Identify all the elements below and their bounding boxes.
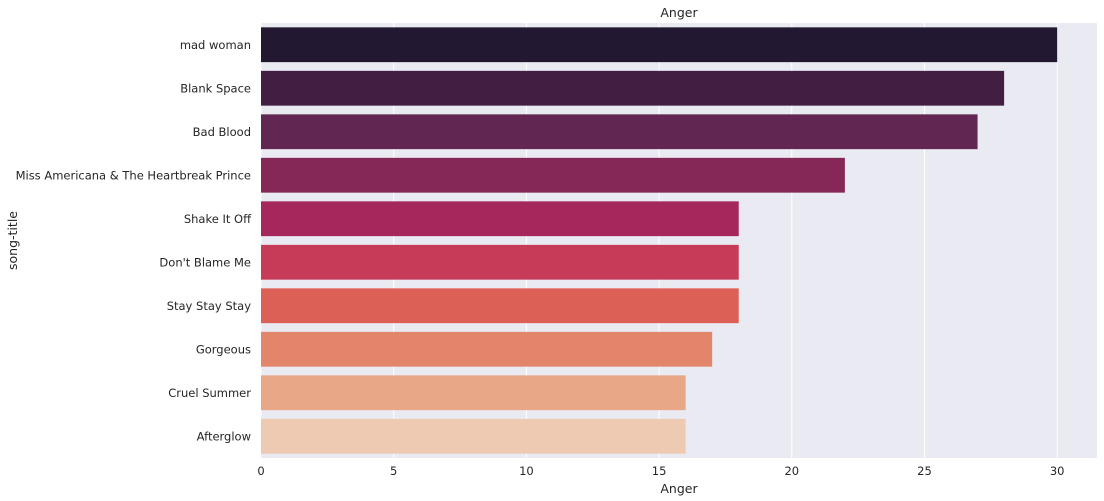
y-tick-label: Gorgeous: [196, 342, 251, 356]
bar: [261, 418, 686, 454]
y-tick-label: Don't Blame Me: [159, 255, 251, 269]
y-tick-label: Shake It Off: [184, 212, 252, 226]
y-tick-labels: mad woman Blank Space Bad Blood Miss Americ…: [16, 38, 252, 444]
y-axis-label: song-title: [5, 211, 20, 270]
x-tick-label: 0: [257, 464, 264, 478]
y-tick-label: Blank Space: [180, 81, 251, 95]
bar: [261, 201, 739, 237]
y-tick-label: Bad Blood: [193, 125, 251, 139]
bar: [261, 157, 845, 193]
x-tick-label: 5: [390, 464, 397, 478]
x-tick-label: 20: [784, 464, 799, 478]
x-tick-labels: 0 5 10 15 20 25 30: [257, 464, 1064, 478]
bar: [261, 27, 1058, 63]
bar: [261, 70, 1005, 106]
x-axis-label: Anger: [660, 481, 698, 496]
bars: [261, 27, 1058, 454]
bar: [261, 375, 686, 411]
bar: [261, 244, 739, 280]
bar: [261, 288, 739, 324]
x-tick-label: 25: [917, 464, 932, 478]
y-tick-label: Cruel Summer: [168, 386, 251, 400]
bar: [261, 114, 978, 150]
x-tick-label: 30: [1050, 464, 1065, 478]
y-tick-label: Stay Stay Stay: [167, 299, 251, 313]
x-tick-label: 10: [519, 464, 534, 478]
bar: [261, 331, 713, 367]
y-tick-label: Miss Americana & The Heartbreak Prince: [16, 168, 251, 182]
x-tick-label: 15: [652, 464, 667, 478]
chart-title: Anger: [660, 5, 698, 20]
y-tick-label: Afterglow: [197, 429, 251, 443]
y-tick-label: mad woman: [180, 38, 251, 52]
